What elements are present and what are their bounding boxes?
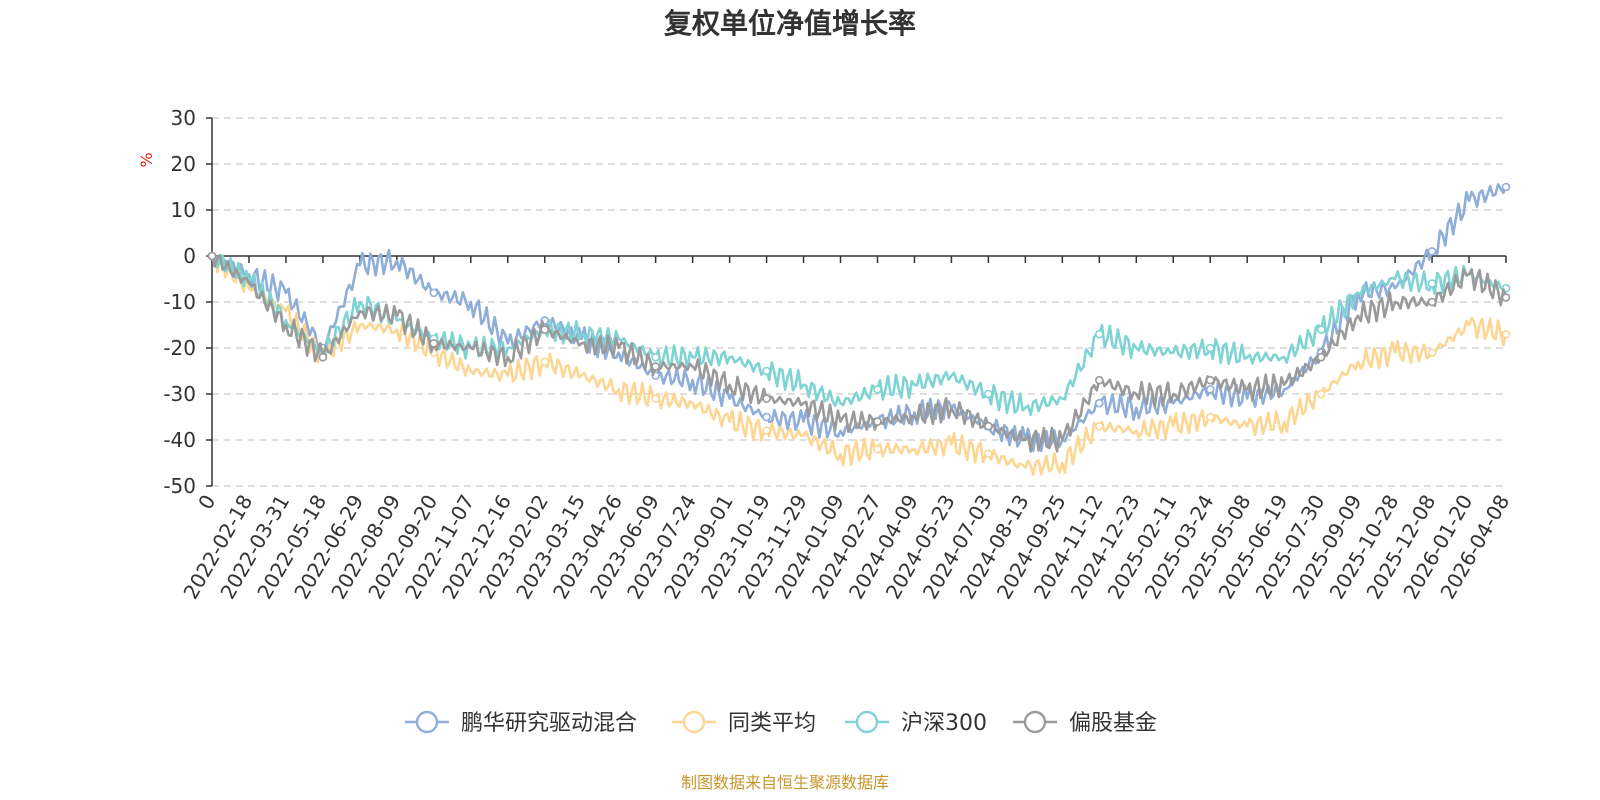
legend-circle-marker [855, 710, 879, 734]
data-point [984, 389, 993, 399]
source-note: 制图数据来自恒生聚源数据库 [681, 773, 889, 792]
y-tick-label: -20 [163, 336, 196, 360]
data-point [762, 426, 771, 436]
data-point [1427, 348, 1437, 357]
data-point [873, 444, 882, 454]
data-point [1501, 293, 1511, 302]
data-point [318, 352, 328, 362]
series-line [210, 253, 1508, 453]
data-point [1316, 325, 1326, 334]
data-point [1316, 389, 1326, 399]
data-point [207, 251, 217, 261]
data-point [873, 417, 882, 426]
data-point [1427, 247, 1437, 256]
legend-item[interactable]: 同类平均 [672, 710, 816, 736]
legend-item[interactable]: 偏股基金 [1013, 710, 1157, 736]
chart-title: 复权单位净值增长率 [664, 7, 916, 40]
data-point [762, 412, 771, 422]
gridlines [212, 117, 1506, 487]
data-point [1205, 343, 1215, 353]
data-point [1427, 279, 1437, 288]
data-point [1427, 297, 1437, 307]
legend-label: 偏股基金 [1069, 711, 1157, 736]
data-point [1501, 182, 1511, 192]
data-point [651, 394, 660, 403]
data-point [651, 352, 660, 362]
legend-item[interactable]: 沪深300 [845, 710, 987, 736]
legend-item[interactable]: 鹏华研究驱动混合 [405, 710, 637, 736]
data-point [429, 288, 439, 298]
data-point [984, 421, 993, 431]
data-point [1095, 421, 1104, 431]
y-tick-label: 10 [171, 198, 196, 222]
y-tick-label: 20 [171, 152, 196, 176]
y-axis-unit-label: % [137, 152, 156, 167]
data-point [1205, 385, 1215, 394]
legend-circle-marker [682, 710, 706, 734]
legend: 鹏华研究驱动混合 同类平均 沪深300 偏股基金 [405, 710, 1157, 736]
y-tick-label: -10 [163, 290, 196, 314]
data-point [1095, 398, 1104, 408]
y-tick-label: -50 [163, 474, 196, 498]
y-tick-label: -40 [163, 428, 196, 452]
series-group [207, 182, 1511, 476]
data-point [1316, 352, 1326, 362]
data-point [540, 325, 550, 334]
legend-circle-marker [415, 710, 439, 734]
legend-label: 同类平均 [728, 711, 816, 736]
data-point [1205, 412, 1215, 422]
data-point [1095, 375, 1104, 385]
legend-circle-marker [1023, 710, 1047, 734]
data-point [762, 394, 771, 403]
legend-label: 沪深300 [901, 711, 987, 736]
data-point [1095, 329, 1104, 339]
legend-label: 鹏华研究驱动混合 [461, 711, 637, 736]
y-tick-label: -30 [163, 382, 196, 406]
data-point [873, 385, 882, 394]
y-tick-label: 0 [183, 244, 196, 268]
x-tick-label: 0 [193, 491, 220, 514]
data-point [1205, 375, 1215, 385]
data-point [984, 449, 993, 459]
y-tick-label: 30 [171, 106, 196, 130]
data-point [762, 366, 771, 376]
series-line [211, 183, 1508, 453]
y-axis: 30 20 10 0 -10 -20 -30 -40 -50 [163, 106, 213, 498]
data-point [651, 362, 660, 371]
series-line [211, 253, 1508, 476]
data-point [1501, 329, 1511, 339]
data-point [429, 339, 439, 348]
data-point [540, 357, 550, 367]
